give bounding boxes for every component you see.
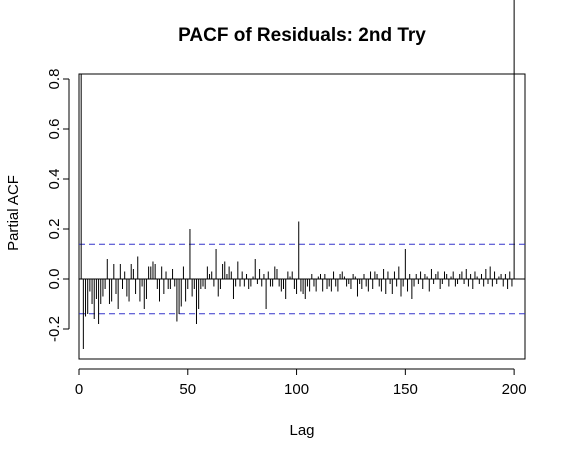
x-tick-label: 50 — [179, 381, 196, 398]
y-axis-label: Partial ACF — [5, 175, 22, 251]
x-axis-label: Lag — [289, 422, 314, 439]
y-tick-label: 0.6 — [46, 119, 63, 140]
y-tick-label: 0.8 — [46, 69, 63, 90]
y-tick-label: 0.2 — [46, 219, 63, 240]
chart-title: PACF of Residuals: 2nd Try — [178, 25, 426, 46]
x-tick-label: 150 — [393, 381, 418, 398]
x-tick-label: 0 — [75, 381, 83, 398]
x-tick-label: 100 — [284, 381, 309, 398]
y-tick-label: -0.2 — [46, 316, 63, 342]
plot-frame — [78, 73, 526, 360]
y-axis: -0.2 0.0 0.2 0.4 0.6 0.8 — [46, 69, 70, 342]
confidence-bounds — [79, 243, 525, 315]
pacf-bars — [80, 0, 515, 349]
y-tick-label: 0.4 — [46, 169, 63, 190]
y-tick-label: 0.0 — [46, 269, 63, 290]
x-tick-label: 200 — [502, 381, 527, 398]
x-axis: 0 50 100 150 200 — [75, 368, 527, 398]
